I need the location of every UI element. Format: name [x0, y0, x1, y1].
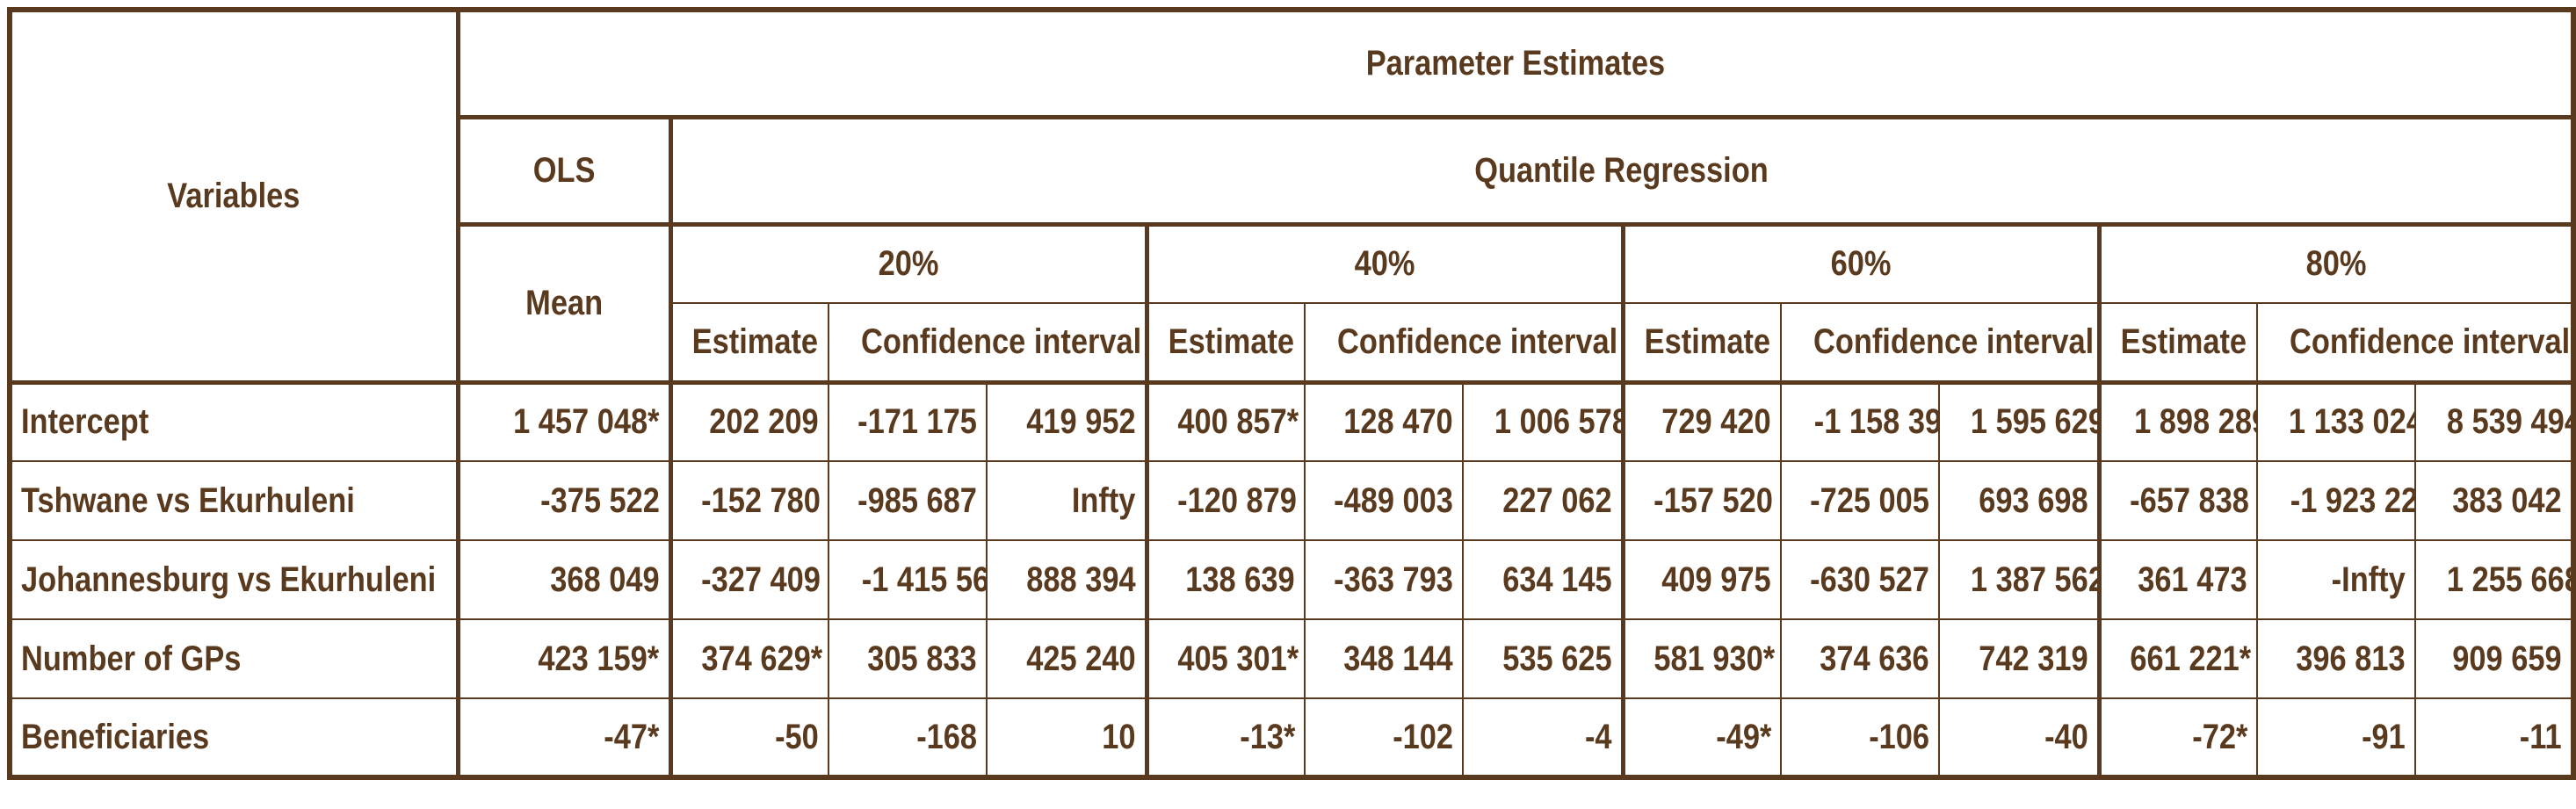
q40-ci-upper: 535 625: [1462, 618, 1625, 699]
variable-label: Johannesburg vs Ekurhuleni: [9, 539, 460, 620]
q80-ci-lower: 1 133 024: [2256, 381, 2416, 462]
ols-mean-value: -375 522: [457, 460, 673, 541]
parameter-estimates-header: Parameter Estimates: [457, 9, 2574, 119]
q80-estimate: 361 473: [2098, 539, 2258, 620]
q40-estimate: -120 879: [1146, 460, 1306, 541]
variable-label: Number of GPs: [9, 618, 460, 699]
confidence-interval-header-20: Confidence interval: [828, 302, 1149, 385]
q60-ci-upper: 693 698: [1938, 460, 2102, 541]
q20-estimate: -152 780: [669, 460, 829, 541]
q80-estimate: -72*: [2098, 697, 2258, 778]
q20-estimate: 374 629*: [669, 618, 829, 699]
q60-estimate: -157 520: [1622, 460, 1782, 541]
quantile-20-header: 20%: [669, 223, 1149, 304]
ols-mean-value: 368 049: [457, 539, 673, 620]
q20-ci-upper: 425 240: [986, 618, 1149, 699]
table-wrapper: Variables Parameter Estimates OLS Quanti…: [7, 7, 2576, 780]
estimate-header-20: Estimate: [669, 302, 829, 385]
q60-estimate: 581 930*: [1622, 618, 1782, 699]
q60-ci-lower: -630 527: [1780, 539, 1940, 620]
q40-ci-lower: -489 003: [1304, 460, 1464, 541]
q20-ci-lower: -985 687: [828, 460, 988, 541]
q20-ci-upper: Infty: [986, 460, 1149, 541]
q20-ci-upper: 419 952: [986, 381, 1149, 462]
quantile-40-header: 40%: [1146, 223, 1625, 304]
q60-ci-upper: 1 387 562: [1938, 539, 2102, 620]
q80-ci-lower: -Infty: [2256, 539, 2416, 620]
quantile-regression-header: Quantile Regression: [669, 116, 2574, 227]
q20-estimate: -327 409: [669, 539, 829, 620]
estimate-header-40: Estimate: [1146, 302, 1306, 385]
q40-ci-lower: -102: [1304, 697, 1464, 778]
q20-ci-lower: -168: [828, 697, 988, 778]
q60-ci-lower: -725 005: [1780, 460, 1940, 541]
table-row: Number of GPs 423 159* 374 629* 305 833 …: [9, 618, 2574, 699]
q40-ci-lower: 128 470: [1304, 381, 1464, 462]
estimate-header-60: Estimate: [1622, 302, 1782, 385]
q20-estimate: -50: [669, 697, 829, 778]
ols-header: OLS: [457, 116, 673, 227]
q60-estimate: -49*: [1622, 697, 1782, 778]
quantile-60-header: 60%: [1622, 223, 2102, 304]
q40-ci-upper: 634 145: [1462, 539, 1625, 620]
q20-ci-lower: -1 415 565: [828, 539, 988, 620]
table-row: Tshwane vs Ekurhuleni -375 522 -152 780 …: [9, 460, 2574, 541]
q40-estimate: 400 857*: [1146, 381, 1306, 462]
q60-ci-lower: -1 158 393: [1780, 381, 1940, 462]
q20-ci-lower: 305 833: [828, 618, 988, 699]
q60-estimate: 729 420: [1622, 381, 1782, 462]
parameter-estimates-table: Variables Parameter Estimates OLS Quanti…: [7, 7, 2576, 780]
q60-estimate: 409 975: [1622, 539, 1782, 620]
q20-estimate: 202 209: [669, 381, 829, 462]
q80-ci-upper: 8 539 494: [2414, 381, 2574, 462]
ols-mean-value: 1 457 048*: [457, 381, 673, 462]
q80-ci-upper: 1 255 668: [2414, 539, 2574, 620]
q80-estimate: 1 898 289*: [2098, 381, 2258, 462]
table-row: Intercept 1 457 048* 202 209 -171 175 41…: [9, 381, 2574, 462]
q80-ci-upper: 383 042: [2414, 460, 2574, 541]
q60-ci-upper: 742 319: [1938, 618, 2102, 699]
q80-ci-lower: -91: [2256, 697, 2416, 778]
q80-estimate: -657 838: [2098, 460, 2258, 541]
variable-label: Intercept: [9, 381, 460, 462]
q20-ci-upper: 888 394: [986, 539, 1149, 620]
q40-ci-upper: -4: [1462, 697, 1625, 778]
q40-estimate: -13*: [1146, 697, 1306, 778]
confidence-interval-header-80: Confidence interval: [2256, 302, 2574, 385]
quantile-80-header: 80%: [2098, 223, 2574, 304]
q80-ci-lower: 396 813: [2256, 618, 2416, 699]
table-row: Beneficiaries -47* -50 -168 10 -13* -102…: [9, 697, 2574, 778]
ols-mean-value: 423 159*: [457, 618, 673, 699]
q40-ci-lower: -363 793: [1304, 539, 1464, 620]
q80-ci-upper: 909 659: [2414, 618, 2574, 699]
q20-ci-upper: 10: [986, 697, 1149, 778]
q80-estimate: 661 221*: [2098, 618, 2258, 699]
q40-estimate: 405 301*: [1146, 618, 1306, 699]
q60-ci-lower: -106: [1780, 697, 1940, 778]
q40-ci-lower: 348 144: [1304, 618, 1464, 699]
q80-ci-upper: -11: [2414, 697, 2574, 778]
q60-ci-lower: 374 636: [1780, 618, 1940, 699]
ols-mean-value: -47*: [457, 697, 673, 778]
variable-label: Tshwane vs Ekurhuleni: [9, 460, 460, 541]
estimate-header-80: Estimate: [2098, 302, 2258, 385]
q60-ci-upper: -40: [1938, 697, 2102, 778]
table-row: Johannesburg vs Ekurhuleni 368 049 -327 …: [9, 539, 2574, 620]
q40-estimate: 138 639: [1146, 539, 1306, 620]
q80-ci-lower: -1 923 229: [2256, 460, 2416, 541]
confidence-interval-header-40: Confidence interval: [1304, 302, 1625, 385]
q40-ci-upper: 1 006 578: [1462, 381, 1625, 462]
variables-header: Variables: [9, 9, 460, 385]
q60-ci-upper: 1 595 629: [1938, 381, 2102, 462]
q20-ci-lower: -171 175: [828, 381, 988, 462]
confidence-interval-header-60: Confidence interval: [1780, 302, 2102, 385]
variable-label: Beneficiaries: [9, 697, 460, 778]
mean-header: Mean: [457, 223, 673, 385]
q40-ci-upper: 227 062: [1462, 460, 1625, 541]
